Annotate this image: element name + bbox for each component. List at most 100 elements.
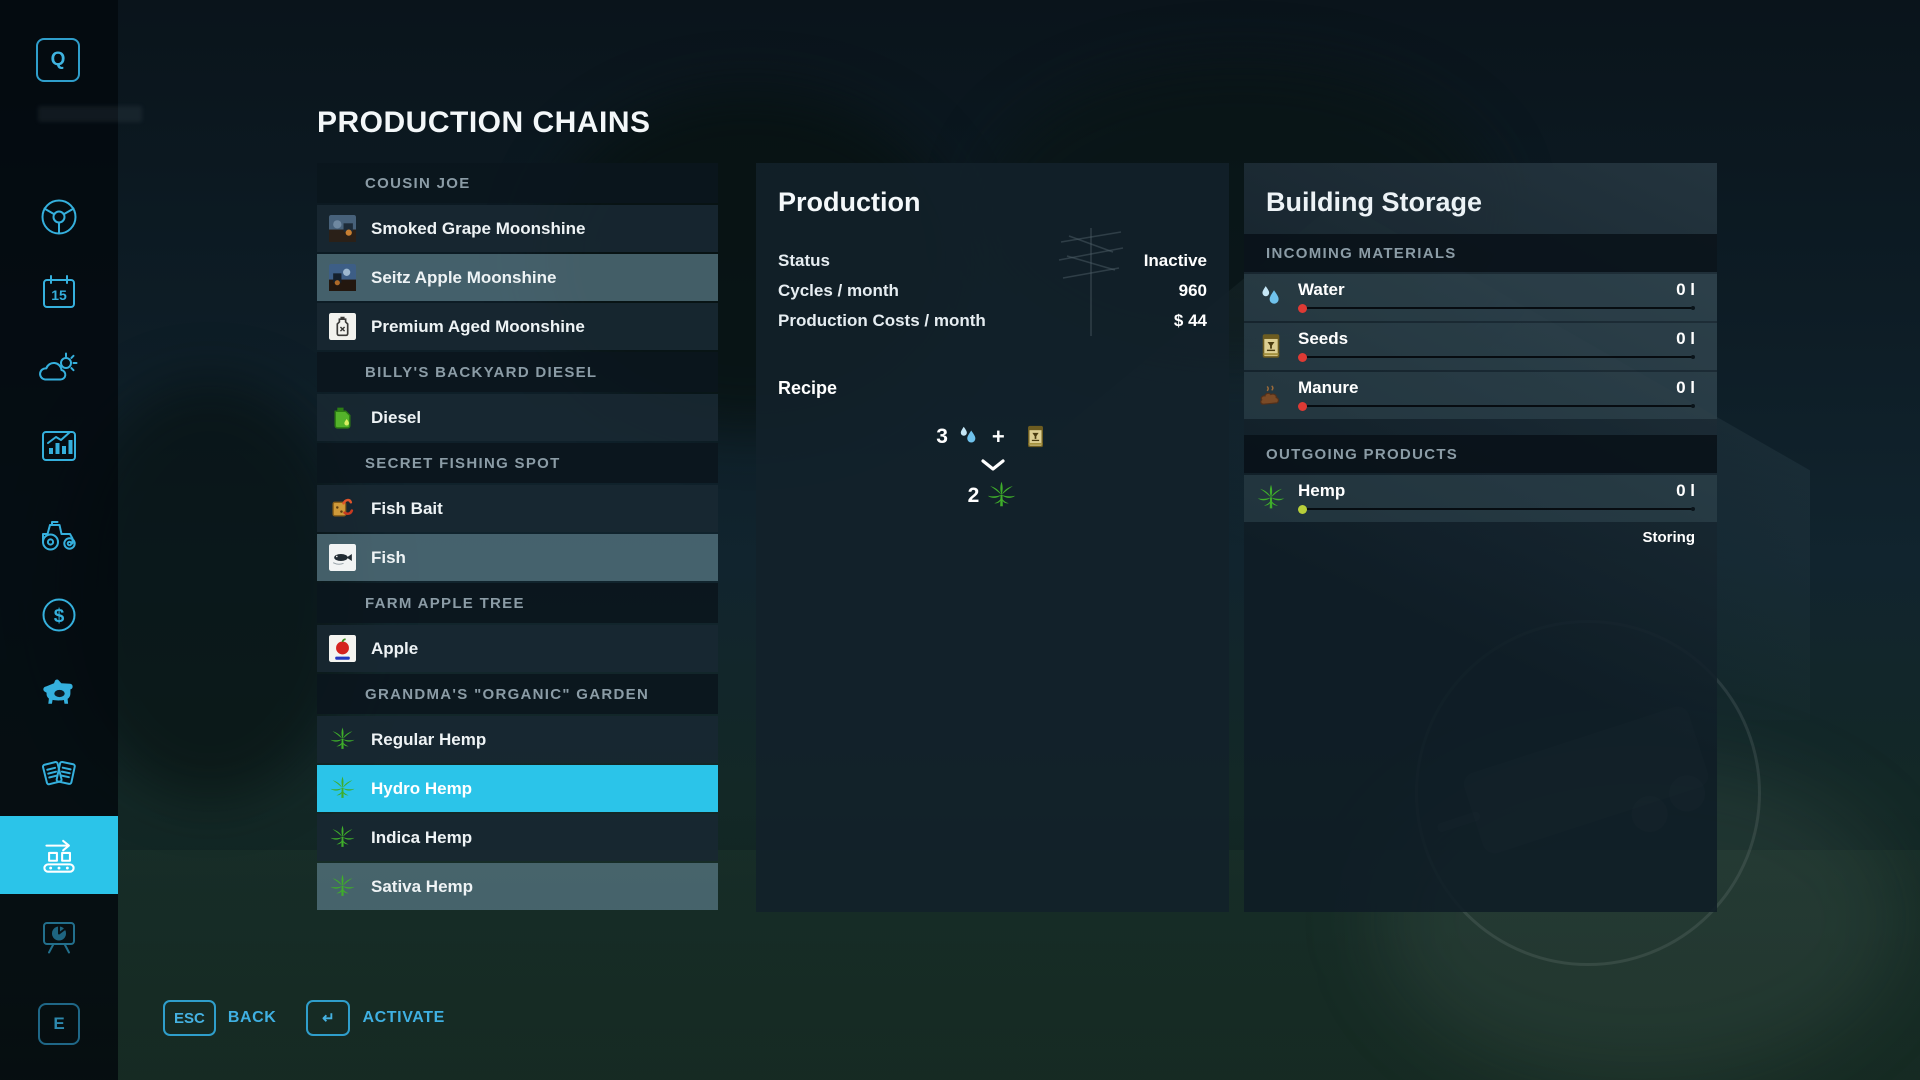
chain-item[interactable]: Fish (317, 534, 718, 581)
chain-item[interactable]: Seitz Apple Moonshine (317, 254, 718, 301)
production-stats: Status Inactive Cycles / month 960 Productio… (756, 246, 1229, 336)
storage-item-amount: 0 l (1676, 378, 1695, 397)
hemp-leaf-icon (329, 824, 356, 851)
chain-item-label: Seitz Apple Moonshine (371, 267, 557, 287)
chain-item-label: Fish (371, 547, 406, 567)
chain-item[interactable]: Indica Hemp (317, 814, 718, 861)
production-stat-row: Cycles / month 960 (778, 276, 1207, 306)
svg-text:15: 15 (51, 287, 67, 303)
production-chains-list: COUSIN JOE Smoked Grape Moonshine Seitz Ap… (317, 163, 718, 912)
chain-item-label: Sativa Hemp (371, 876, 474, 896)
q-key-hint[interactable]: Q (36, 38, 80, 82)
hemp-leaf-icon (329, 726, 356, 753)
calendar-icon[interactable]: 15 (36, 270, 82, 316)
storage-item-name: Manure (1298, 378, 1359, 397)
stat-value: $ 44 (1173, 311, 1207, 330)
presentation-icon[interactable] (36, 916, 82, 962)
fish-bait-icon (329, 495, 356, 522)
storage-row: Hemp 0 l (1244, 475, 1717, 522)
storage-item-name: Hemp (1298, 481, 1346, 500)
outgoing-products-header: OUTGOING PRODUCTS (1244, 435, 1717, 473)
production-panel: Production Status Inactive Cycles / month 9… (756, 163, 1229, 912)
hemp-leaf-icon (986, 480, 1017, 511)
building-storage-panel: Building Storage INCOMING MATERIALS Wate… (1244, 163, 1717, 912)
outgoing-products-list: Hemp 0 l Storing (1244, 475, 1717, 546)
chain-item-label: Fish Bait (371, 498, 443, 518)
fill-level-bar (1298, 504, 1695, 515)
moonshine-photo-icon-2 (329, 264, 356, 291)
chain-item[interactable]: Sativa Hemp (317, 863, 718, 910)
recipe-inputs: 3 + (936, 423, 1049, 450)
storage-row: Water 0 l (1244, 274, 1717, 321)
esc-key[interactable]: ESC (163, 1000, 216, 1036)
chain-item-label: Indica Hemp (371, 827, 473, 847)
chain-item[interactable]: Regular Hemp (317, 716, 718, 763)
faint-text-artifact (38, 106, 142, 122)
fish-icon (329, 544, 356, 571)
storage-row: Manure 0 l (1244, 372, 1717, 419)
chain-item[interactable]: Premium Aged Moonshine (317, 303, 718, 350)
chain-item[interactable]: Fish Bait (317, 485, 718, 532)
animals-icon[interactable] (36, 670, 82, 716)
fill-level-bar (1298, 352, 1695, 363)
recipe: 3 + 2 (756, 423, 1229, 511)
storage-item-amount: 0 l (1676, 481, 1695, 500)
e-key-hint[interactable]: E (38, 1003, 80, 1045)
back-label: BACK (227, 1009, 277, 1026)
apple-icon (329, 635, 356, 662)
production-panel-title: Production (778, 187, 921, 217)
page-title: PRODUCTION CHAINS (317, 106, 651, 139)
storage-row: Seeds 0 l (1244, 323, 1717, 370)
fill-level-bar (1298, 401, 1695, 412)
recipe-label: Recipe (778, 378, 838, 398)
weather-icon[interactable] (36, 348, 82, 394)
chain-item[interactable]: Diesel (317, 394, 718, 441)
plus-sign: + (991, 423, 1005, 449)
seed-bag-icon (1022, 423, 1049, 450)
water-icon (955, 423, 982, 450)
section-header: BILLY'S BACKYARD DIESEL (317, 352, 718, 392)
chevron-down-icon (980, 459, 1005, 471)
storage-item-amount: 0 l (1676, 280, 1695, 299)
hemp-leaf-icon (329, 873, 356, 900)
stat-value: Inactive (1143, 251, 1207, 270)
chain-item-label: Apple (371, 638, 419, 658)
steering-wheel-icon[interactable] (36, 194, 82, 240)
chain-item[interactable]: Smoked Grape Moonshine (317, 205, 718, 252)
hemp-leaf-icon (329, 775, 356, 802)
recipe-output: 2 (968, 480, 1018, 511)
contracts-icon[interactable] (36, 752, 82, 798)
storage-status: Storing (1642, 529, 1696, 546)
storage-item-amount: 0 l (1676, 329, 1695, 348)
stat-label: Production Costs / month (778, 311, 986, 330)
seed-bag-icon (1256, 329, 1286, 361)
chain-item-label: Hydro Hemp (371, 778, 473, 798)
section-header: GRANDMA'S "ORGANIC" GARDEN (317, 674, 718, 714)
fill-level-bar (1298, 303, 1695, 314)
stat-label: Status (778, 251, 830, 270)
production-stat-row: Production Costs / month $ 44 (778, 306, 1207, 336)
svg-text:$: $ (54, 606, 65, 627)
chain-item[interactable]: Apple (317, 625, 718, 672)
manure-icon (1256, 378, 1286, 410)
footer-controls: ESC BACK ↵ ACTIVATE (163, 1000, 445, 1036)
chain-item-label: Premium Aged Moonshine (371, 316, 585, 336)
section-header: FARM APPLE TREE (317, 583, 718, 623)
finances-icon[interactable]: $ (36, 592, 82, 638)
tractor-icon[interactable] (36, 512, 82, 558)
hemp-leaf-icon (1256, 481, 1286, 513)
back-control[interactable]: ESC BACK (163, 1000, 276, 1036)
chain-item-label: Regular Hemp (371, 729, 487, 749)
chain-item-label: Diesel (371, 407, 422, 427)
chain-item[interactable]: Hydro Hemp (317, 765, 718, 812)
enter-key[interactable]: ↵ (306, 1000, 351, 1036)
recipe-qty: 3 (936, 424, 948, 448)
activate-control[interactable]: ↵ ACTIVATE (306, 1000, 444, 1036)
diesel-icon (329, 404, 356, 431)
storage-item-name: Water (1298, 280, 1345, 299)
statistics-icon[interactable] (36, 424, 82, 470)
production-chains-icon[interactable] (0, 816, 118, 894)
production-stat-row: Status Inactive (778, 246, 1207, 276)
recipe-qty: 2 (967, 483, 980, 507)
